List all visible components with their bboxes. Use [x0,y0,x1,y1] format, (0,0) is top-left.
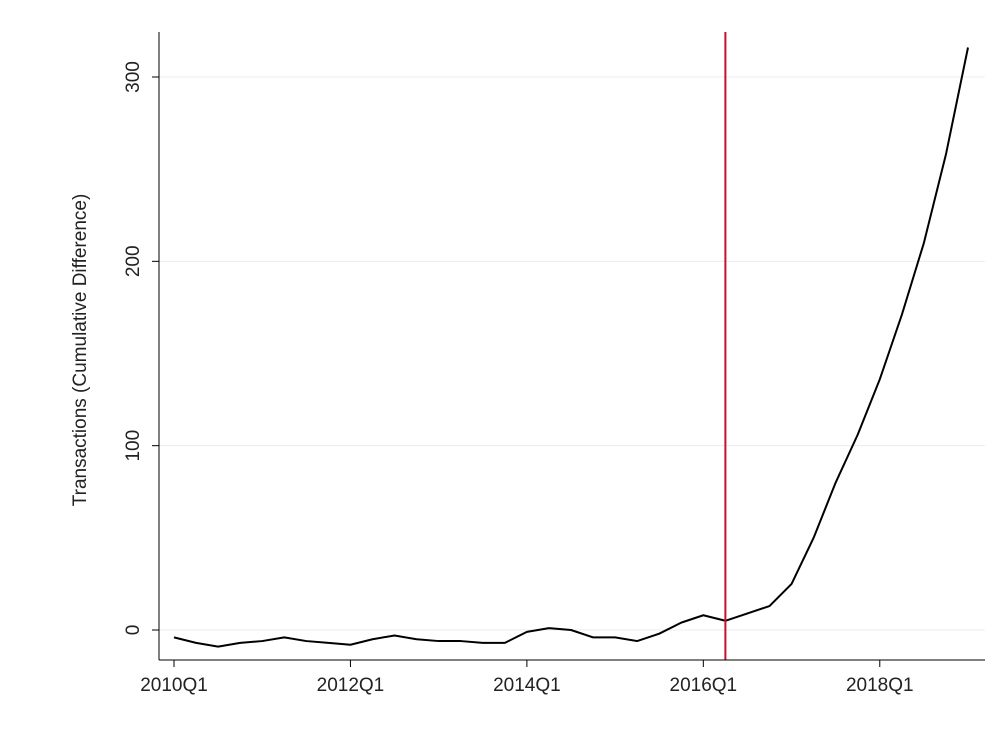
y-axis-title: Transactions (Cumulative Difference) [70,194,91,507]
axes [158,32,985,661]
x-tick-label-2018Q1: 2018Q1 [846,675,914,696]
x-tick-label-2012Q1: 2012Q1 [317,675,385,696]
y-tick-label-0: 0 [123,625,144,636]
data-line-group [173,47,969,648]
y-tick-label-300: 300 [123,61,144,93]
x-tick-label-2014Q1: 2014Q1 [493,675,561,696]
y-tick-label-200: 200 [123,245,144,277]
x-tick-label-2016Q1: 2016Q1 [670,675,738,696]
y-tick-label-100: 100 [123,430,144,462]
series-line [173,47,969,648]
x-tick-label-2010Q1: 2010Q1 [140,675,208,696]
y-ticks: 0 100 200 300 [123,61,159,635]
x-ticks: 2010Q1 2012Q1 2014Q1 2016Q1 2018Q1 [140,660,914,696]
